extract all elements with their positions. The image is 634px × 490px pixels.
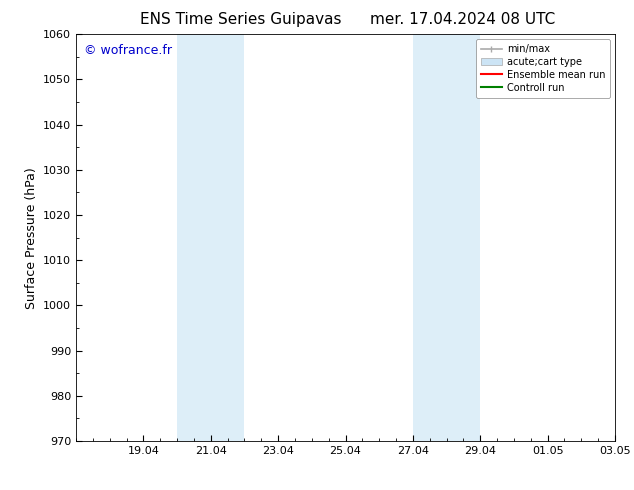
Bar bbox=[177, 34, 210, 441]
Bar bbox=[413, 34, 446, 441]
Bar bbox=[210, 34, 245, 441]
Text: © wofrance.fr: © wofrance.fr bbox=[84, 45, 172, 57]
Legend: min/max, acute;cart type, Ensemble mean run, Controll run: min/max, acute;cart type, Ensemble mean … bbox=[476, 39, 610, 98]
Bar bbox=[446, 34, 480, 441]
Y-axis label: Surface Pressure (hPa): Surface Pressure (hPa) bbox=[25, 167, 37, 309]
Text: ENS Time Series Guipavas: ENS Time Series Guipavas bbox=[140, 12, 342, 27]
Text: mer. 17.04.2024 08 UTC: mer. 17.04.2024 08 UTC bbox=[370, 12, 555, 27]
